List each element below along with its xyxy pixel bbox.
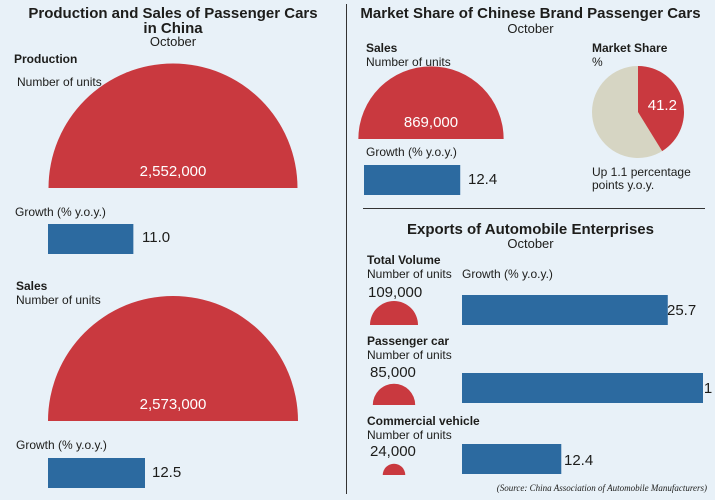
export-commercial-growth-value: 12.4 xyxy=(564,452,594,469)
exports-subtitle: October xyxy=(507,236,554,251)
sales-heading: Sales xyxy=(16,279,48,293)
production-growth-bar xyxy=(48,224,134,254)
production-heading: Production xyxy=(14,52,78,66)
sales-growth-bar xyxy=(48,458,145,488)
market-units-label: Number of units xyxy=(366,55,451,69)
export-passenger-units-label: Number of units xyxy=(367,348,452,362)
market-sales-semicircle xyxy=(358,66,504,139)
export-total-units-label: Number of units xyxy=(367,267,452,281)
market-title: Market Share of Chinese Brand Passenger … xyxy=(360,5,701,22)
sales-growth-value: 12.5 xyxy=(152,464,182,481)
market-share-note-line2: points y.o.y. xyxy=(592,178,655,192)
export-passenger-semicircle xyxy=(372,383,416,405)
pie-share-value: 41.2 xyxy=(648,97,677,114)
export-total-semicircle xyxy=(370,301,418,325)
export-commercial-units-label: Number of units xyxy=(367,428,452,442)
production-growth-label: Growth (% y.o.y.) xyxy=(15,205,106,219)
export-commercial-value: 24,000 xyxy=(370,443,416,460)
export-commercial-heading: Commercial vehicle xyxy=(367,414,480,428)
left-title-line1: Production and Sales of Passenger Cars xyxy=(28,5,318,22)
export-passenger-heading: Passenger car xyxy=(367,334,450,348)
market-share-heading: Market Share xyxy=(592,41,668,55)
market-chart: 869,000 41.2 xyxy=(358,66,684,195)
exports-growth-label: Growth (% y.o.y.) xyxy=(462,267,553,281)
exports-chart xyxy=(370,295,703,475)
sales-semicircle xyxy=(48,296,298,421)
source-note: (Source: China Association of Automobile… xyxy=(496,483,707,493)
export-total-growth-value: 25.7 xyxy=(667,302,697,319)
market-subtitle: October xyxy=(507,21,554,36)
export-total-heading: Total Volume xyxy=(367,253,441,267)
vertical-divider xyxy=(346,4,347,494)
market-share-note-line1: Up 1.1 percentage xyxy=(592,165,691,179)
market-sales-value-label: 869,000 xyxy=(404,114,458,131)
left-subtitle: October xyxy=(149,34,197,49)
market-growth-bar xyxy=(364,165,461,195)
market-growth-label: Growth (% y.o.y.) xyxy=(366,145,457,159)
left-chart: 2,552,000 2,573,000 xyxy=(48,63,298,488)
production-units-label: Number of units xyxy=(17,75,102,89)
export-commercial-semicircle xyxy=(382,463,406,475)
production-value-label: 2,552,000 xyxy=(140,163,207,180)
production-growth-value: 11.0 xyxy=(142,229,171,246)
export-commercial-growth-bar xyxy=(462,444,562,474)
export-total-growth-bar xyxy=(462,295,668,325)
exports-title: Exports of Automobile Enterprises xyxy=(407,221,654,238)
sales-units-label: Number of units xyxy=(16,293,101,307)
horizontal-divider xyxy=(363,208,705,209)
market-growth-value: 12.4 xyxy=(468,171,498,188)
left-title-line2: in China xyxy=(143,20,203,37)
export-passenger-value: 85,000 xyxy=(370,364,416,381)
export-passenger-growth-bar xyxy=(462,373,703,403)
export-total-value: 109,000 xyxy=(368,284,423,301)
sales-growth-label: Growth (% y.o.y.) xyxy=(16,438,107,452)
sales-value-label: 2,573,000 xyxy=(140,396,207,413)
market-sales-heading: Sales xyxy=(366,41,398,55)
production-semicircle xyxy=(48,63,298,189)
market-share-unit: % xyxy=(592,55,603,69)
pie-chinese-brand-slice xyxy=(638,66,684,152)
